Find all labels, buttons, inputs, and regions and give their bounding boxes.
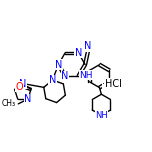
Text: N: N — [49, 75, 56, 85]
Text: N: N — [24, 94, 31, 104]
Text: N: N — [55, 60, 62, 69]
Text: ·HCl: ·HCl — [102, 79, 122, 89]
Text: N: N — [19, 79, 26, 89]
Text: N: N — [61, 71, 69, 81]
Text: NH: NH — [95, 111, 108, 120]
Text: N: N — [84, 41, 92, 51]
Text: O: O — [16, 82, 23, 92]
Text: CH₃: CH₃ — [1, 99, 15, 108]
Text: NH: NH — [79, 71, 93, 80]
Text: N: N — [75, 48, 82, 58]
